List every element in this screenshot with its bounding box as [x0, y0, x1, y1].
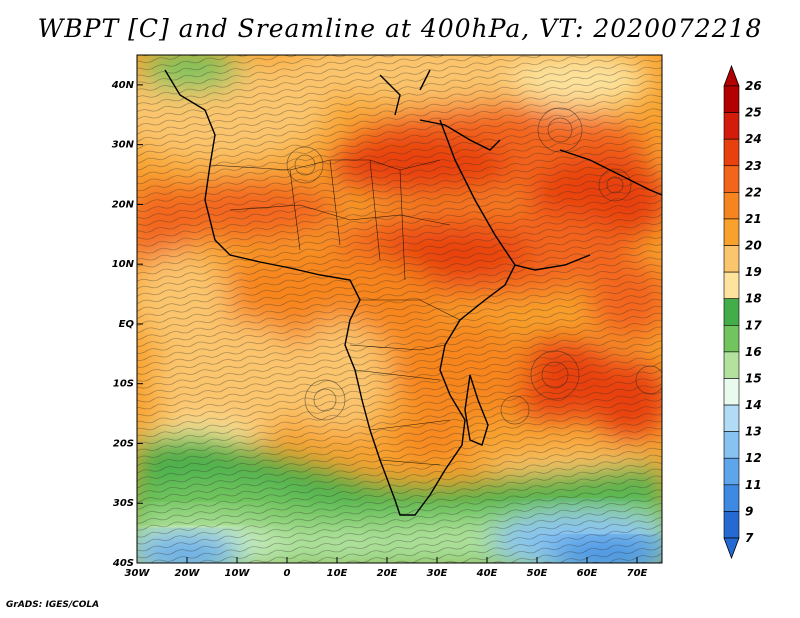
map-title: WBPT [C] and Sreamline at 400hPa, VT: 20…	[37, 14, 763, 43]
lat-tick-label: 30N	[112, 140, 135, 151]
colorbar-label: 26	[745, 79, 762, 93]
lon-tick-label: 70E	[627, 568, 648, 579]
colorbar-label: 21	[745, 212, 762, 226]
grads-credit: GrADS: IGES/COLA	[6, 600, 100, 610]
lat-tick-label: 10S	[113, 379, 134, 390]
colorbar-swatch	[723, 218, 740, 246]
colorbar-label: 9	[745, 504, 753, 518]
colorbar-bottom-arrow	[723, 537, 740, 560]
colorbar-swatch	[723, 192, 740, 220]
colorbar-swatch	[723, 378, 740, 406]
colorbar-label: 17	[745, 318, 762, 332]
colorbar-label: 19	[745, 265, 762, 279]
country-borders	[209, 159, 461, 466]
colorbar-label: 23	[745, 159, 762, 173]
colorbar-swatch	[723, 245, 740, 273]
colorbar-label: 13	[745, 425, 762, 439]
colorbar-swatch	[723, 271, 740, 300]
colorbar-swatch	[723, 511, 740, 539]
lon-tick-label: 50E	[527, 568, 548, 579]
lat-tick-label: 40N	[111, 80, 135, 91]
colorbar-label: 12	[745, 451, 762, 465]
lat-tick-label: 20N	[112, 199, 135, 210]
colorbar-swatch	[723, 404, 740, 432]
lat-tick-label: EQ	[119, 319, 135, 330]
colorbar-swatch	[723, 138, 740, 167]
lat-tick-label: 10N	[112, 259, 135, 270]
lon-tick-label: 30E	[427, 568, 448, 579]
colorbar-top-arrow	[723, 64, 740, 87]
latitude-ticks: 40N 30N 20N 10N EQ 10S 20S 30S 40S	[111, 80, 143, 569]
lon-tick-label: 60E	[577, 568, 598, 579]
colorbar: 26 25 24 23 22 21 20 19 18 17 16 15 14 13 12 11 9 7	[723, 64, 762, 560]
lat-tick-label: 20S	[113, 438, 134, 449]
colorbar-label: 24	[745, 132, 762, 146]
plot-frame	[136, 54, 663, 564]
wbpt-shading	[137, 55, 662, 563]
lat-tick-label: 30S	[113, 498, 134, 509]
colorbar-label: 7	[745, 531, 754, 545]
colorbar-label: 18	[745, 292, 762, 306]
colorbar-label: 20	[745, 239, 762, 253]
longitude-ticks: 30W 20W 10W 0 10E 20E 30E 40E 50E 60E 70E	[125, 557, 648, 579]
colorbar-swatch	[723, 484, 740, 512]
lon-tick-label: 10E	[327, 568, 348, 579]
colorbar-swatch	[723, 431, 740, 459]
colorbar-swatch	[723, 85, 740, 113]
lat-tick-label: 40S	[112, 558, 134, 569]
colorbar-label: 22	[745, 185, 762, 199]
colorbar-swatch	[723, 112, 740, 140]
colorbar-swatch	[723, 457, 740, 486]
lon-tick-label: 20E	[377, 568, 398, 579]
colorbar-label: 15	[745, 371, 762, 385]
colorbar-swatch	[723, 324, 740, 353]
colorbar-swatch	[723, 165, 740, 193]
colorbar-label: 11	[745, 478, 762, 492]
lon-tick-label: 30W	[125, 568, 151, 579]
colorbar-label: 25	[745, 106, 762, 120]
lon-tick-label: 20W	[175, 568, 201, 579]
colorbar-label: 14	[745, 398, 762, 412]
lon-tick-label: 0	[284, 568, 291, 579]
lon-tick-label: 40E	[476, 568, 498, 579]
colorbar-label: 16	[745, 345, 762, 359]
colorbar-swatch	[723, 351, 740, 379]
coastlines	[164, 69, 662, 516]
lon-tick-label: 10W	[225, 568, 251, 579]
colorbar-swatch	[723, 298, 740, 326]
